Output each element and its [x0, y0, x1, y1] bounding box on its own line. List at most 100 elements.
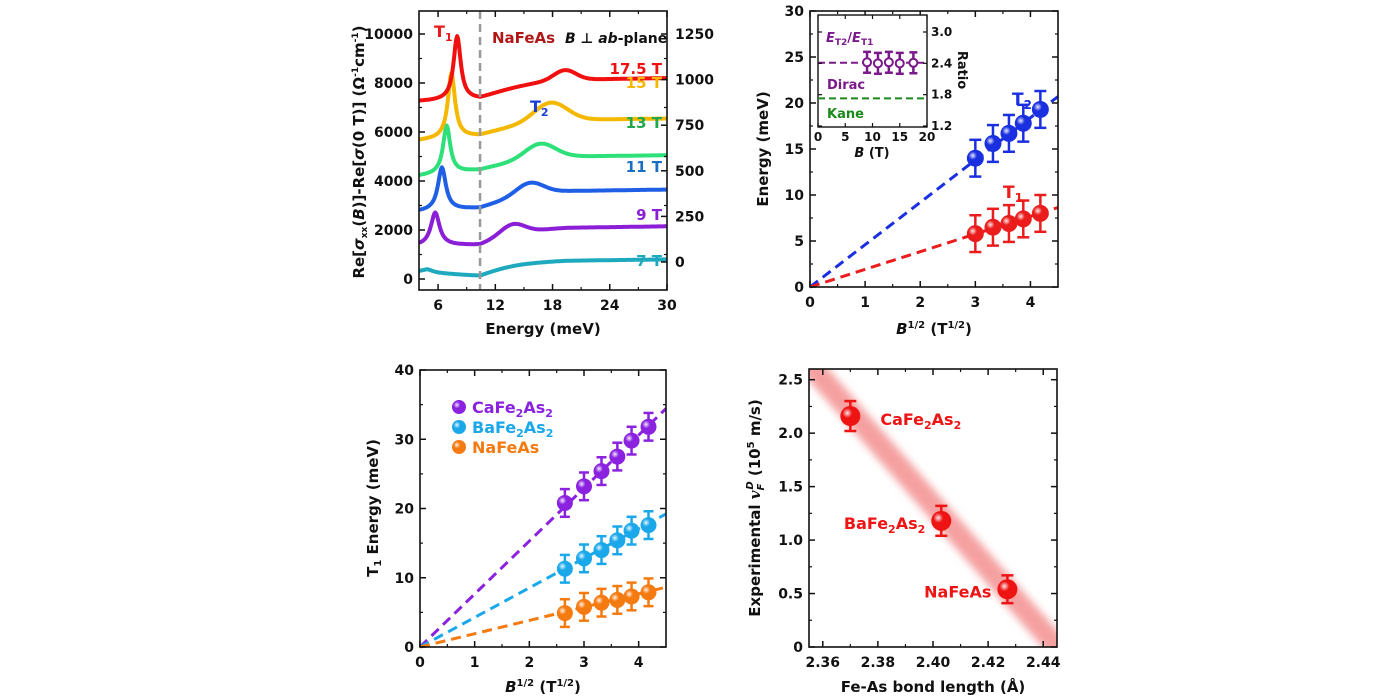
- inset-x-tick-label: 15: [891, 130, 908, 144]
- x-tick-label: 2.42: [971, 655, 1006, 671]
- y-tick-label: 40: [395, 363, 415, 379]
- legend-item-NaFeAs: NaFeAs: [452, 438, 539, 457]
- curve-label-13-T: 13 T: [626, 114, 663, 132]
- point-highlight: [593, 594, 610, 611]
- point-highlight: [640, 418, 657, 435]
- legend-item-CaFe2As2: CaFe2As2: [452, 398, 553, 420]
- inset-point: [862, 57, 873, 68]
- point-highlight: [452, 420, 466, 434]
- inset-frame: [817, 14, 928, 128]
- point-CaFe2As2: [556, 494, 573, 511]
- point-CaFe2As2: [840, 406, 861, 427]
- point-highlight: [609, 591, 626, 608]
- point-NaFeAs: [640, 584, 657, 601]
- trend-band-group: [809, 369, 1057, 647]
- panel-b-inset: 0 5 10 15 201.21.82.43.0 ET2/ET1 Dirac Kane …: [814, 14, 969, 161]
- point-BaFe2As2: [593, 542, 610, 559]
- curve-label-9-T: 9 T: [636, 206, 663, 224]
- panel-b-y-axis-label: Energy (meV): [754, 91, 772, 206]
- x-tick-label: 18: [543, 298, 562, 314]
- point-highlight: [1031, 100, 1049, 118]
- point-BaFe2As2: [931, 510, 952, 531]
- point-highlight: [997, 579, 1018, 600]
- legend-marker: [452, 440, 466, 454]
- inset-ratio-title: ET2/ET1: [826, 31, 873, 48]
- panel-d-points: [840, 399, 1018, 605]
- curve-label-7-T: 7 T: [636, 252, 663, 270]
- panel-b-x-axis-label: B1/2 (T1/2): [896, 320, 972, 338]
- y-tick-label: 5: [794, 234, 804, 250]
- x-tick-label: 2.36: [806, 655, 841, 671]
- panel-b-points: [966, 89, 1049, 254]
- panel-d-y-axis-label: Experimental vFD (105 m/s): [745, 399, 767, 616]
- panel-a-t2-label: T2: [530, 97, 549, 119]
- x-tick-label: 1: [860, 295, 870, 311]
- point-highlight: [966, 225, 984, 243]
- panel-a-conductivity-spectra: 6 12 18 24 30 0 2000 4000 6000 8000 10000 0 250 500 75…: [350, 10, 714, 338]
- x-tick-label: 6: [433, 298, 443, 314]
- point-highlight: [556, 560, 573, 577]
- inset-y-axis-label: Ratio: [954, 51, 969, 89]
- x-tick-label: 0: [415, 655, 425, 671]
- y2-tick-label: 250: [675, 209, 704, 225]
- x-tick-label: 1: [470, 655, 480, 671]
- point-highlight: [576, 478, 592, 495]
- point-BaFe2As2: [609, 532, 626, 549]
- point-label-CaFe2As2: CaFe2As2: [880, 410, 961, 432]
- y-tick-label: 0: [794, 280, 804, 296]
- inset-x-tick-label: 20: [919, 130, 936, 144]
- inset-x-axis-label: B (T): [854, 146, 889, 161]
- x-tick-label: 24: [600, 298, 620, 314]
- point-NaFeAs: [997, 579, 1018, 600]
- panel-a-curve-labels: 7 T 9 T 11 T 13 T 15 T17.5 T: [610, 60, 663, 270]
- point-highlight: [640, 517, 657, 534]
- y-tick-label: 20: [395, 502, 415, 518]
- panel-a-frame: [418, 10, 668, 291]
- inset-point: [894, 58, 905, 69]
- panel-b-t2-label: T2: [1012, 90, 1032, 112]
- y2-tick-label: 1000: [675, 73, 714, 89]
- panel-d-trend-band: [809, 369, 1057, 647]
- point-NaFeAs: [593, 594, 610, 611]
- panel-c-points: [556, 411, 657, 629]
- point-highlight: [556, 605, 573, 622]
- x-tick-label: 2: [915, 295, 925, 311]
- y2-tick-label: 0: [675, 255, 685, 271]
- panel-a-curves: [418, 34, 668, 278]
- x-tick-label: 4: [1026, 295, 1036, 311]
- point-BaFe2As2: [640, 517, 657, 534]
- panel-a-t1-label: T1: [434, 22, 453, 44]
- y-tick-label: 1.5: [778, 480, 803, 496]
- curve-9-T: [418, 210, 668, 247]
- panel-a-y-axis-label: Re[σxx(B)]-Re[σ(0 T)] (Ω-1cm-1): [350, 25, 370, 278]
- point-highlight: [1031, 204, 1049, 222]
- x-tick-label: 3: [579, 655, 589, 671]
- point-highlight: [1000, 124, 1018, 142]
- y2-tick-label: 750: [675, 118, 704, 134]
- y-tick-label: 10: [395, 571, 415, 587]
- point-highlight: [984, 218, 1002, 236]
- point-CaFe2As2: [609, 448, 626, 465]
- legend-label: BaFe2As2: [472, 418, 553, 440]
- inset-x-tick-label: 0: [814, 130, 822, 144]
- y-tick-label: 0.5: [778, 587, 803, 603]
- curve-11-T: [418, 165, 668, 212]
- y-tick-label: 30: [785, 4, 805, 20]
- inset-y-tick-label: 1.8: [931, 88, 952, 102]
- point-NaFeAs: [623, 588, 640, 605]
- point-T2: [1000, 124, 1018, 142]
- point-NaFeAs: [576, 598, 592, 615]
- panel-b-ticks: 0 1 2 3 4 0 5 10 15 20 25 30: [785, 4, 1058, 311]
- panel-c-x-axis-label: B1/2 (T1/2): [505, 678, 581, 696]
- point-BaFe2As2: [623, 522, 640, 539]
- inset-x-tick-label: 5: [841, 130, 849, 144]
- point-highlight: [640, 584, 657, 601]
- point-highlight: [576, 550, 592, 567]
- y-tick-label: 30: [395, 432, 415, 448]
- point-NaFeAs: [609, 591, 626, 608]
- point-T1: [1014, 210, 1032, 228]
- x-tick-label: 2.44: [1026, 655, 1061, 671]
- y2-tick-label: 500: [675, 164, 704, 180]
